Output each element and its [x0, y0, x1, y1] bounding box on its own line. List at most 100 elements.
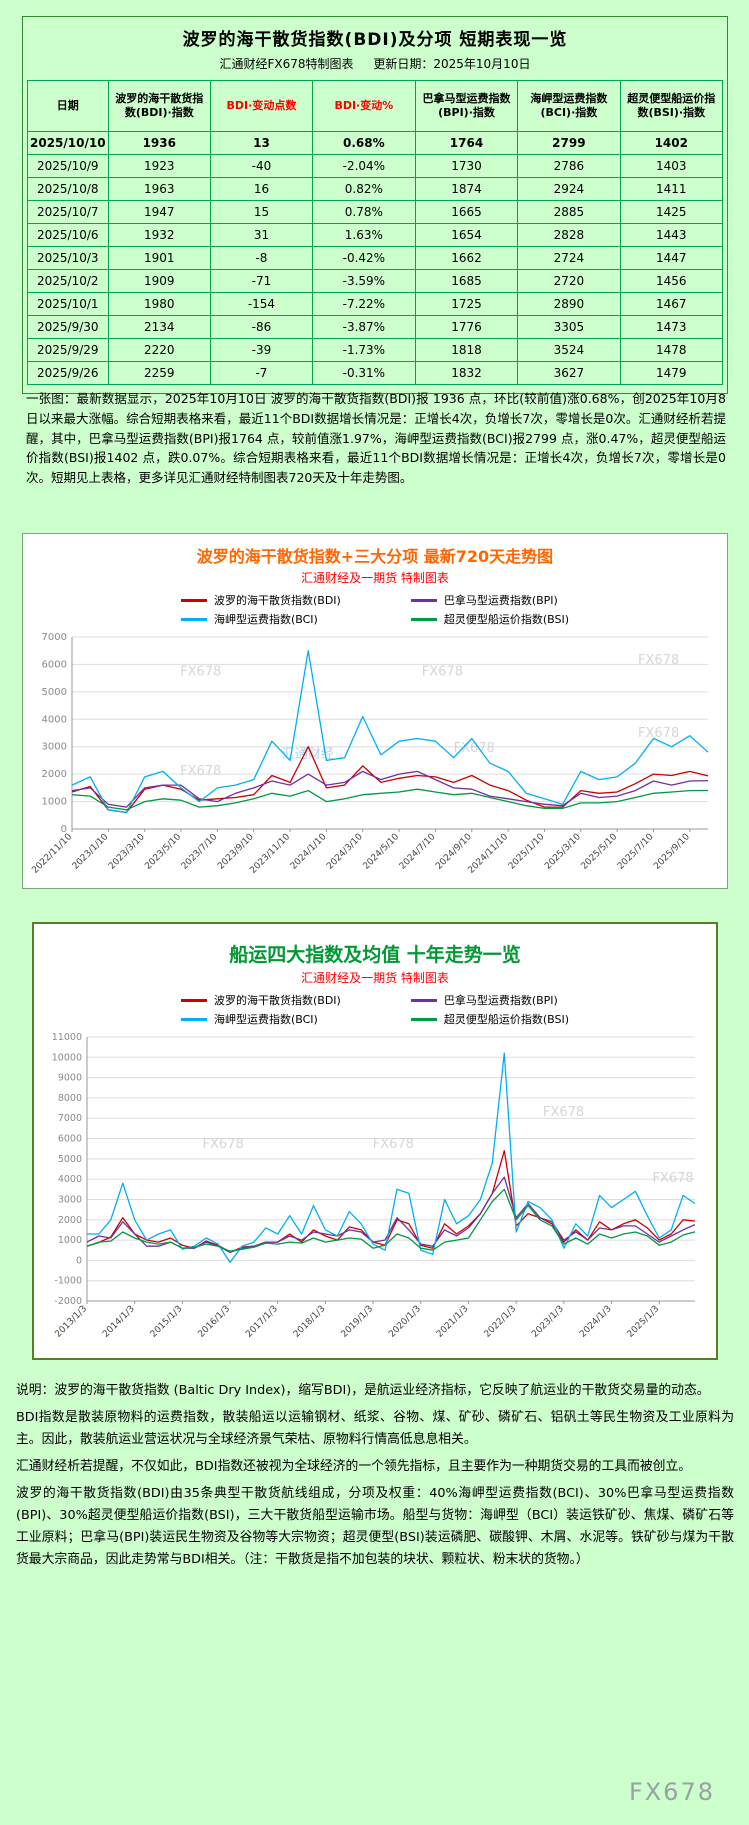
y-tick-label: -2000 — [54, 1296, 82, 1307]
x-tick-label: 2015/1/3 — [149, 1304, 185, 1340]
table-cell: 1662 — [414, 246, 519, 270]
legend-label: 海岬型运费指数(BCI) — [213, 1013, 318, 1026]
watermark: FX678 — [180, 664, 221, 679]
table-cell: 1467 — [619, 292, 724, 316]
table-cell: 2025/10/7 — [27, 200, 109, 224]
table-row: 2025/10/9 1923 -40 -2.04% 1730 2786 1403 — [27, 154, 724, 178]
table-row: 2025/10/7 1947 15 0.78% 1665 2885 1425 — [27, 200, 724, 224]
table-cell: 3305 — [517, 315, 621, 339]
table-cell: 0.78% — [311, 200, 416, 224]
table-cell: 2025/10/9 — [27, 154, 109, 178]
x-tick-label: 2021/1/3 — [435, 1304, 471, 1340]
table-cell: 1478 — [619, 338, 724, 362]
chart-10year-subtitle: 汇通财经及一期货 特制图表 — [301, 971, 449, 985]
y-tick-label: 6000 — [42, 659, 67, 670]
table-cell: 0.82% — [311, 177, 416, 201]
table-cell: 2828 — [517, 223, 621, 247]
table-cell: 1980 — [107, 292, 212, 316]
legend-swatch-bsi — [410, 617, 437, 621]
legend-label: 巴拿马型运费指数(BPI) — [443, 994, 558, 1007]
table-cell: 1403 — [619, 154, 724, 178]
y-tick-label: 4000 — [42, 714, 67, 725]
x-tick-label: 2022/11/10 — [30, 832, 74, 876]
x-tick-label: 2017/1/3 — [244, 1304, 280, 1340]
table-cell: 2259 — [107, 361, 212, 385]
table-cell: 13 — [210, 131, 313, 155]
note-paragraph: 波罗的海干散货指数(BDI)由35条典型干散货航线组成，分项及权重：40%海岬型… — [16, 1486, 734, 1567]
x-tick-label: 2025/3/10 — [543, 832, 583, 872]
legend-label: 巴拿马型运费指数(BPI) — [443, 594, 558, 607]
x-tick-label: 2019/1/3 — [340, 1304, 376, 1340]
series-line-bdi — [71, 746, 709, 814]
table-cell: 1936 — [107, 131, 212, 155]
legend-swatch-bpi — [410, 998, 437, 1002]
table-header-cell: BDI·变动点数 — [210, 80, 313, 132]
table-cell: 1425 — [619, 200, 724, 224]
x-tick-label: 2020/1/3 — [387, 1304, 423, 1340]
table-cell: 2786 — [517, 154, 621, 178]
table-cell: 1654 — [414, 223, 519, 247]
table-cell: 2025/10/8 — [27, 177, 109, 201]
table-header-cell: 巴拿马型运费指数(BPI)·指数 — [414, 80, 519, 132]
legend-swatch-bdi — [180, 598, 207, 602]
x-tick-label: 2025/9/10 — [652, 832, 692, 872]
y-tick-label: 6000 — [58, 1134, 82, 1145]
table-cell: 15 — [210, 200, 313, 224]
table-cell: 16 — [210, 177, 313, 201]
table-cell: 3627 — [517, 361, 621, 385]
legend-item-bpi: 巴拿马型运费指数(BPI) — [410, 592, 569, 608]
table-cell: -0.42% — [311, 246, 416, 270]
x-tick-label: 2023/1/3 — [530, 1304, 566, 1340]
watermark: FX678 — [373, 1137, 414, 1152]
table-cell: 2025/10/6 — [27, 223, 109, 247]
x-tick-label: 2024/1/3 — [578, 1304, 614, 1340]
table-source: 汇通财经FX678特制图表 — [219, 57, 354, 71]
x-tick-label: 2023/5/10 — [143, 832, 183, 872]
legend-swatch-bdi — [180, 998, 207, 1002]
legend-label: 超灵便型船运价指数(BSI) — [443, 613, 569, 626]
y-tick-label: 2000 — [42, 769, 67, 780]
table-cell: 1832 — [414, 361, 519, 385]
x-tick-label: 2018/1/3 — [292, 1304, 328, 1340]
x-tick-label: 2024/5/10 — [361, 832, 401, 872]
note-paragraph: 说明：波罗的海干散货指数 (Baltic Dry Index)，缩写BDI)，是… — [16, 1383, 710, 1398]
table-cell: -1.73% — [311, 338, 416, 362]
table-cell: 2890 — [517, 292, 621, 316]
watermark: FX678 — [203, 1137, 244, 1152]
legend-label: 超灵便型船运价指数(BSI) — [443, 1013, 569, 1026]
chart-720day: 010002000300040005000600070002022/11/102… — [30, 632, 709, 876]
table-cell: 1.63% — [311, 223, 416, 247]
note-paragraph: 汇通财经析若提醒，不仅如此，BDI指数还被视为全球经济的一个领先指标，且主要作为… — [16, 1459, 692, 1474]
table-cell: 1402 — [619, 131, 724, 155]
table-cell: -2.04% — [311, 154, 416, 178]
table-cell: 2025/10/1 — [27, 292, 109, 316]
x-tick-label: 2025/1/10 — [507, 832, 547, 872]
table-cell: 1456 — [619, 269, 724, 293]
table-cell: 1764 — [414, 131, 519, 155]
table-header-cell: 海岬型运费指数(BCI)·指数 — [517, 80, 621, 132]
x-tick-label: 2013/1/3 — [53, 1304, 89, 1340]
table-cell: -8 — [210, 246, 313, 270]
watermark: FX678 — [652, 1171, 693, 1186]
short-term-table-card: 波罗的海干散货指数(BDI)及分项 短期表现一览 汇通财经FX678特制图表 更… — [22, 16, 728, 394]
series-line-bsi — [86, 1188, 696, 1252]
x-tick-label: 2024/3/10 — [325, 832, 365, 872]
table-subtitle: 汇通财经FX678特制图表 更新日期：2025年10月10日 — [27, 55, 723, 72]
x-tick-label: 2024/7/10 — [398, 832, 438, 872]
table-cell: 2924 — [517, 177, 621, 201]
table-cell: -86 — [210, 315, 313, 339]
series-line-bsi — [71, 788, 709, 811]
table-cell: 1479 — [619, 361, 724, 385]
table-row: 2025/10/2 1909 -71 -3.59% 1685 2720 1456 — [27, 269, 724, 293]
table-cell: 1473 — [619, 315, 724, 339]
table-cell: 1685 — [414, 269, 519, 293]
x-tick-label: 2025/7/10 — [616, 832, 656, 872]
table-cell: 1947 — [107, 200, 212, 224]
table-row: 2025/10/1 1980 -154 -7.22% 1725 2890 1467 — [27, 292, 724, 316]
x-tick-label: 2025/1/3 — [626, 1304, 662, 1340]
y-tick-label: 11000 — [52, 1032, 82, 1043]
table-cell: 31 — [210, 223, 313, 247]
table-row: 2025/9/29 2220 -39 -1.73% 1818 3524 1478 — [27, 338, 724, 362]
table-cell: 1909 — [107, 269, 212, 293]
x-tick-label: 2023/7/10 — [180, 832, 220, 872]
